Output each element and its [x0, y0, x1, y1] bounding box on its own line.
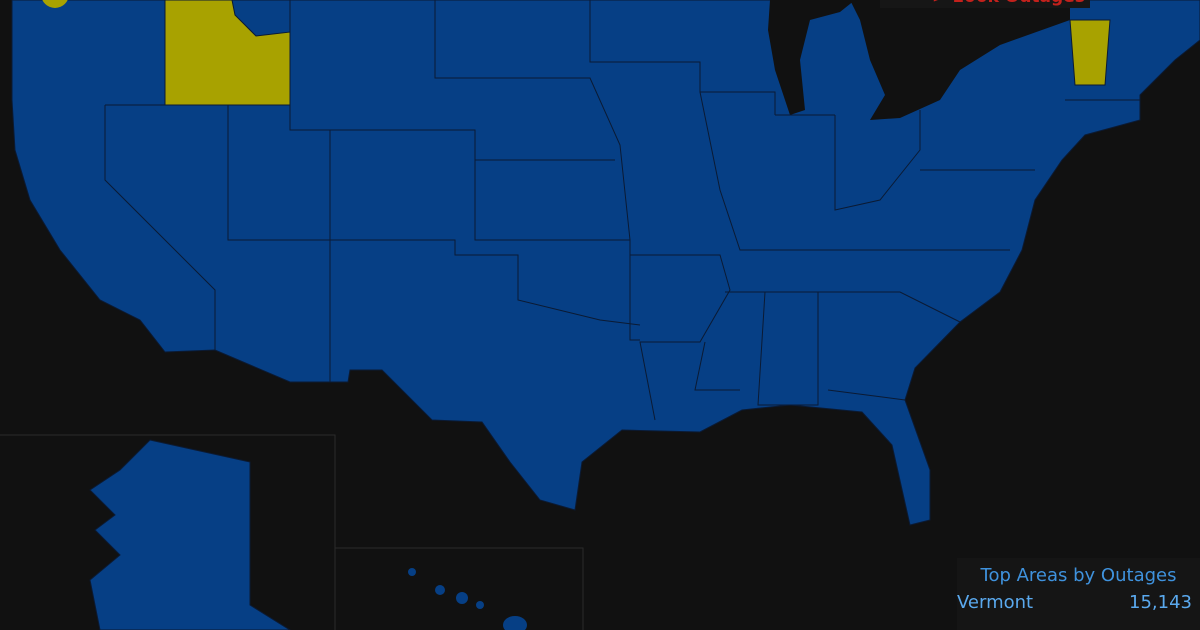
hawaii — [408, 568, 527, 630]
area-row[interactable]: Vermont 15,143 — [957, 586, 1200, 613]
lake-huron-erie — [850, 0, 1070, 120]
lake-michigan — [768, 0, 855, 115]
hawaii-inset-border — [334, 547, 584, 630]
legend-item: > 100k Outages — [880, 0, 1090, 8]
state-borders — [104, 0, 1140, 421]
alaska — [89, 439, 291, 630]
top-areas-panel: Top Areas by Outages Vermont 15,143 — [957, 558, 1200, 630]
area-name: Vermont — [957, 592, 1034, 613]
vermont — [1069, 19, 1111, 86]
partial-state — [42, 0, 68, 8]
contiguous-us — [11, 0, 1200, 526]
area-outages: 15,143 — [1129, 592, 1192, 613]
panel-title: Top Areas by Outages — [980, 565, 1177, 586]
